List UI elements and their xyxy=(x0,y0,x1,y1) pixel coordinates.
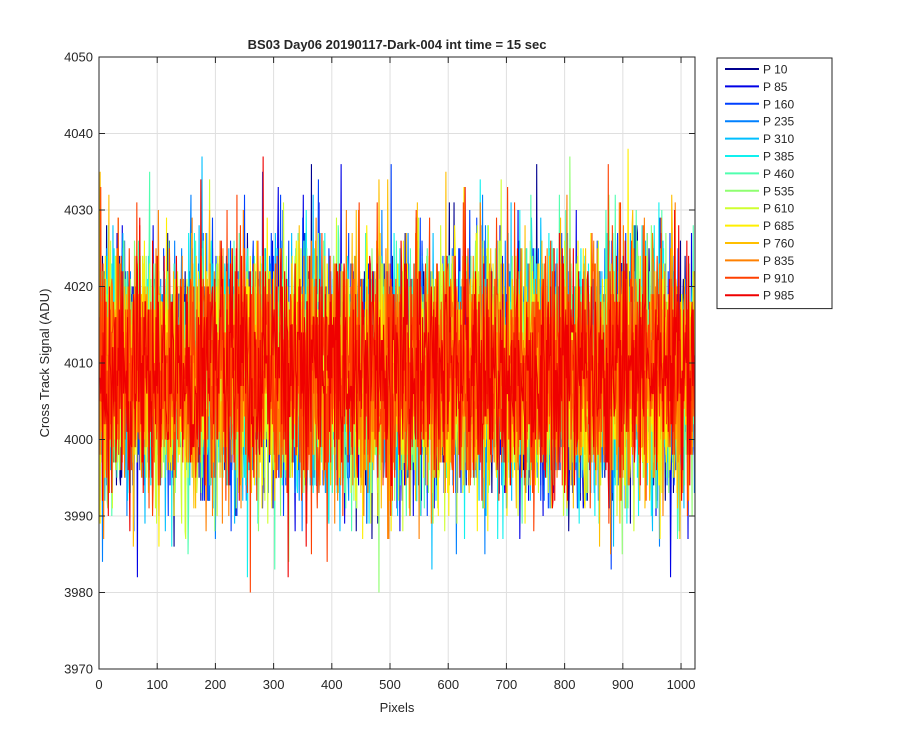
legend-entry: P 385 xyxy=(763,150,794,164)
legend-entry: P 10 xyxy=(763,63,788,77)
legend-entry: P 160 xyxy=(763,97,794,111)
x-tick-label: 200 xyxy=(205,677,227,692)
legend-entry: P 235 xyxy=(763,115,794,129)
axes: 0 100 200 300 400 500 600 700 800 900 1000 3970 3980… xyxy=(64,50,695,693)
legend-box xyxy=(716,57,833,310)
legend-entry: P 85 xyxy=(763,80,788,94)
legend-entry: P 310 xyxy=(763,132,794,146)
x-tick-label: 600 xyxy=(437,677,459,692)
legend-entry: P 685 xyxy=(763,219,794,233)
legend-entry: P 610 xyxy=(763,202,794,216)
y-tick-label: 4050 xyxy=(64,50,93,65)
x-axis-label: Pixels xyxy=(380,700,415,715)
chart-title: BS03 Day06 20190117-Dark-004 int time = … xyxy=(248,37,547,52)
legend-entry: P 910 xyxy=(763,271,794,285)
legend-entry: P 535 xyxy=(763,184,794,198)
y-tick-label: 3970 xyxy=(64,662,93,677)
legend-entry: P 760 xyxy=(763,237,794,251)
plot-series xyxy=(99,148,695,593)
legend-entry: P 985 xyxy=(763,289,794,303)
x-tick-label: 700 xyxy=(496,677,518,692)
y-tick-label: 4020 xyxy=(64,279,93,294)
x-tick-label: 0 xyxy=(95,677,102,692)
x-tick-label: 300 xyxy=(263,677,285,692)
legend-entry: P 460 xyxy=(763,167,794,181)
x-tick-label: 400 xyxy=(321,677,343,692)
y-tick-label: 3980 xyxy=(64,585,93,600)
x-tick-label: 100 xyxy=(146,677,168,692)
y-axis-label: Cross Track Signal (ADU) xyxy=(37,289,52,438)
y-tick-label: 3990 xyxy=(64,509,93,524)
legend: P 10 P 85 P 160 P 235 P 310 P 385 P 460 P 535 P … xyxy=(716,57,833,310)
x-tick-label: 800 xyxy=(554,677,576,692)
y-tick-label: 4030 xyxy=(64,203,93,218)
y-tick-label: 4000 xyxy=(64,432,93,447)
x-tick-label: 900 xyxy=(612,677,634,692)
x-tick-label: 500 xyxy=(379,677,401,692)
series-line xyxy=(99,156,695,578)
y-tick-label: 4010 xyxy=(64,356,93,371)
y-tick-label: 4040 xyxy=(64,126,93,141)
x-tick-label: 1000 xyxy=(667,677,696,692)
legend-entry: P 835 xyxy=(763,254,794,268)
